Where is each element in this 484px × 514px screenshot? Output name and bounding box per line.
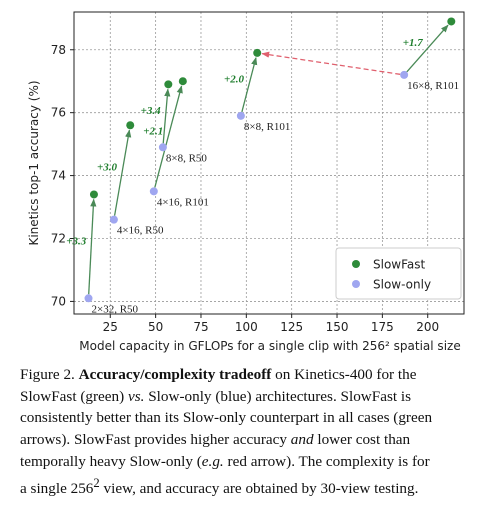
slowfast-point [447, 17, 456, 26]
y-tick-label: 72 [51, 232, 66, 246]
gain-label: +3.3 [66, 235, 87, 247]
caption-line-3: consistently better than its Slow-only c… [20, 407, 482, 429]
point-labels: +3.3 +3.0 +3.4 +2.1 +2.0 +1.7 2×32, R50 4×16, R… [66, 37, 459, 315]
caption-text: arrows). SlowFast provides higher accura… [20, 431, 291, 449]
caption-line-6: a single 2562 view, and accuracy are obt… [20, 473, 482, 500]
legend: SlowFast Slow-only [335, 247, 462, 300]
legend-label-slow-only: Slow-only [373, 278, 431, 292]
point-config-label: 16×8, R101 [407, 80, 459, 92]
point-config-label: 4×16, R101 [157, 196, 209, 208]
gain-label: +3.4 [141, 105, 162, 117]
point-config-label: 8×8, R50 [166, 152, 208, 164]
y-tick-label: 76 [51, 106, 66, 120]
slowfast-point [89, 190, 98, 199]
plot-frame [73, 11, 465, 315]
x-tick-label: 200 [416, 320, 439, 334]
caption-text: lower cost than [313, 431, 411, 449]
slowfast-point [164, 80, 173, 89]
x-tick-label: 150 [326, 320, 349, 334]
caption-text: Slow-only (blue) architectures. SlowFast… [144, 387, 412, 405]
green-arrow [241, 56, 258, 113]
axis-ticks: 25 50 75 100 125 150 175 200 70 72 74 76 78 [51, 43, 439, 334]
x-tick-label: 75 [193, 320, 208, 334]
red-arrow [261, 51, 401, 75]
y-tick-label: 78 [51, 43, 66, 57]
green-arrow [162, 88, 171, 144]
slow-only-point [400, 70, 409, 79]
legend-marker-slow-only [352, 280, 360, 288]
caption-text: consistently better than its Slow-only c… [20, 409, 433, 427]
slowfast-point [126, 121, 135, 130]
x-tick-label: 100 [235, 320, 258, 334]
point-config-label: 8×8, R101 [244, 121, 291, 133]
caption-figure-number: Figure 2. [20, 366, 79, 383]
accuracy-complexity-chart: 25 50 75 100 125 150 175 200 70 72 74 76 78 +3.3 +3.0… [27, 11, 465, 353]
arrows [88, 24, 449, 295]
green-arrow [88, 198, 97, 295]
slow-only-point [84, 294, 93, 303]
y-tick-label: 74 [51, 169, 66, 183]
legend-box [335, 247, 462, 300]
y-tick-label: 70 [51, 294, 66, 308]
gain-label: +3.0 [97, 161, 118, 173]
caption-italic: vs. [127, 387, 145, 405]
slowfast-point [178, 77, 187, 86]
gain-label: +2.0 [224, 73, 245, 85]
x-tick-label: 175 [371, 320, 394, 334]
caption-line-5: temporally heavy Slow-only (e.g. red arr… [20, 451, 482, 473]
x-tick-label: 50 [148, 320, 163, 334]
caption-italic: e.g. [201, 452, 224, 470]
slow-only-point [109, 215, 118, 224]
green-arrow [154, 85, 183, 188]
slow-only-point [149, 187, 158, 196]
caption-text: SlowFast (green) [20, 387, 128, 405]
legend-marker-slowfast [352, 260, 360, 268]
slowfast-point [253, 48, 262, 57]
slow-only-point [236, 111, 245, 120]
caption-text: a single 256 [20, 479, 94, 497]
gain-label: +2.1 [143, 125, 163, 137]
point-config-label: 2×32, R50 [92, 303, 139, 315]
caption-line-1: Figure 2. Accuracy/complexity tradeoff o… [20, 364, 482, 386]
x-tick-label: 25 [103, 320, 118, 334]
x-axis-label: Model capacity in GFLOPs for a single cl… [79, 339, 460, 353]
x-tick-label: 125 [280, 320, 303, 334]
slow-only-point [158, 143, 167, 152]
caption-italic: and [290, 431, 314, 449]
figure-caption: Figure 2. Accuracy/complexity tradeoff o… [20, 364, 482, 499]
caption-line-2: SlowFast (green) vs. Slow-only (blue) ar… [20, 386, 482, 408]
green-arrow [113, 129, 132, 216]
data-points [84, 17, 456, 303]
green-arrow [406, 24, 449, 73]
grid-lines [74, 12, 464, 314]
legend-label-slowfast: SlowFast [373, 258, 426, 272]
caption-superscript: 2 [93, 475, 100, 490]
point-config-label: 4×16, R50 [117, 225, 164, 237]
caption-line-4: arrows). SlowFast provides higher accura… [20, 429, 482, 451]
caption-text: red arrow). The complexity is for [223, 452, 430, 470]
caption-text: on Kinetics-400 for the [271, 366, 417, 383]
y-axis-label: Kinetics top-1 accuracy (%) [27, 80, 41, 245]
caption-title: Accuracy/complexity tradeoff [78, 366, 272, 383]
caption-text: view, and accuracy are obtained by 30-vi… [99, 479, 419, 497]
caption-text: temporally heavy Slow-only ( [20, 452, 202, 470]
gain-label: +1.7 [403, 37, 424, 49]
